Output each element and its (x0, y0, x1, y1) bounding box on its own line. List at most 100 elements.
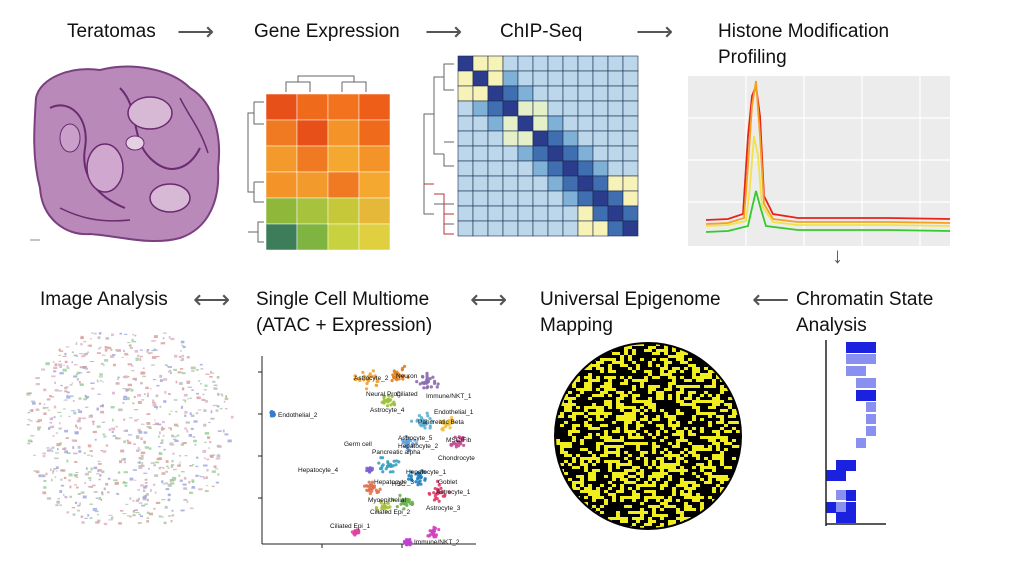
sphere-cell (672, 415, 676, 418)
sphere-cell (644, 457, 648, 460)
sphere-cell (580, 490, 584, 493)
sphere-cell (648, 490, 652, 493)
sphere-cell (680, 478, 684, 481)
sphere-cell (608, 370, 612, 373)
umap-point (406, 441, 411, 445)
sphere-cell (684, 487, 688, 490)
sphere-cell (696, 376, 700, 379)
sphere-cell (664, 373, 668, 376)
segmented-cell (217, 393, 220, 396)
segmented-cell (174, 423, 178, 427)
segmented-cell (117, 472, 121, 474)
umap-point (352, 532, 356, 536)
sphere-cell (720, 439, 724, 442)
sphere-cell (572, 424, 576, 427)
umap-point (365, 466, 369, 470)
segmented-cell (59, 490, 63, 494)
sphere-cell (664, 364, 668, 367)
sphere-cell (664, 514, 668, 517)
sphere-cell (728, 502, 732, 505)
sphere-cell (704, 472, 708, 475)
sphere-cell (572, 466, 576, 469)
sphere-cell (632, 409, 636, 412)
sphere-cell (584, 466, 588, 469)
sphere-cell (720, 400, 724, 403)
umap-point (354, 530, 358, 534)
segmented-cell (134, 409, 138, 411)
sphere-cell (555, 457, 556, 460)
sphere-cell (692, 391, 696, 394)
sphere-cell (652, 511, 656, 514)
correlation-cell (577, 70, 594, 87)
sphere-cell (624, 406, 628, 409)
umap-point (379, 501, 383, 505)
sphere-cell (736, 343, 740, 346)
umap-point (404, 434, 408, 439)
segmented-cell (215, 481, 220, 484)
correlation-cell (622, 205, 639, 222)
sphere-cell (620, 517, 624, 520)
segmented-cell (62, 494, 65, 496)
correlation-cell (547, 70, 564, 87)
sphere-cell (676, 463, 680, 466)
sphere-cell (580, 349, 584, 352)
umap-point (407, 474, 411, 478)
sphere-cell (616, 460, 620, 463)
sphere-cell (740, 520, 741, 523)
sphere-cell (588, 472, 592, 475)
sphere-cell (680, 412, 684, 415)
segmented-cell (145, 493, 149, 496)
umap-point (421, 375, 425, 379)
sphere-cell (724, 496, 728, 499)
segmented-cell (155, 501, 161, 505)
single-cell-umap-plot: Astrocyte_2 Neuron Neural Prog Ciliated Immu… (258, 352, 478, 548)
sphere-cell (728, 340, 732, 343)
segmented-cell (215, 409, 219, 412)
sphere-cell (688, 496, 692, 499)
sphere-cell (592, 499, 596, 502)
sphere-cell (628, 355, 632, 358)
sphere-cell (568, 463, 572, 466)
segmented-cell (74, 431, 79, 435)
umap-point (392, 459, 396, 463)
sphere-cell (736, 382, 740, 385)
segmented-cell (186, 380, 191, 383)
sphere-cell (608, 466, 612, 469)
segmented-cell (35, 420, 40, 422)
sphere-cell (696, 409, 700, 412)
umap-point (406, 448, 410, 452)
correlation-cell (622, 145, 639, 162)
sphere-cell (676, 430, 680, 433)
segmented-cell (132, 402, 135, 405)
sphere-cell (692, 373, 696, 376)
segmented-cell (170, 519, 173, 523)
sphere-cell (668, 475, 672, 478)
segmented-cell (224, 433, 229, 436)
sphere-cell (740, 367, 741, 370)
sphere-cell (560, 442, 564, 445)
sphere-cell (588, 367, 592, 370)
segmented-cell (219, 408, 223, 410)
sphere-cell (728, 403, 732, 406)
segmented-cell (87, 485, 90, 488)
segmented-cell (131, 365, 134, 367)
chromatin-state-heatmap (822, 340, 886, 526)
segmented-cell (64, 387, 68, 390)
segmented-cell (102, 433, 106, 436)
sphere-cell (732, 370, 736, 373)
sphere-cell (612, 358, 616, 361)
chromatin-state-cell (846, 490, 856, 501)
segmented-cell (111, 427, 116, 431)
sphere-cell (612, 484, 616, 487)
segmented-cell (92, 430, 97, 434)
segmented-cell (127, 441, 132, 445)
correlation-cell (592, 115, 609, 132)
sphere-cell (616, 406, 620, 409)
sphere-cell (600, 484, 604, 487)
sphere-cell (664, 349, 668, 352)
umap-point (433, 379, 437, 383)
sphere-cell (564, 394, 568, 397)
sphere-cell (640, 472, 644, 475)
segmented-cell (205, 373, 210, 375)
segmented-cell (158, 452, 163, 456)
